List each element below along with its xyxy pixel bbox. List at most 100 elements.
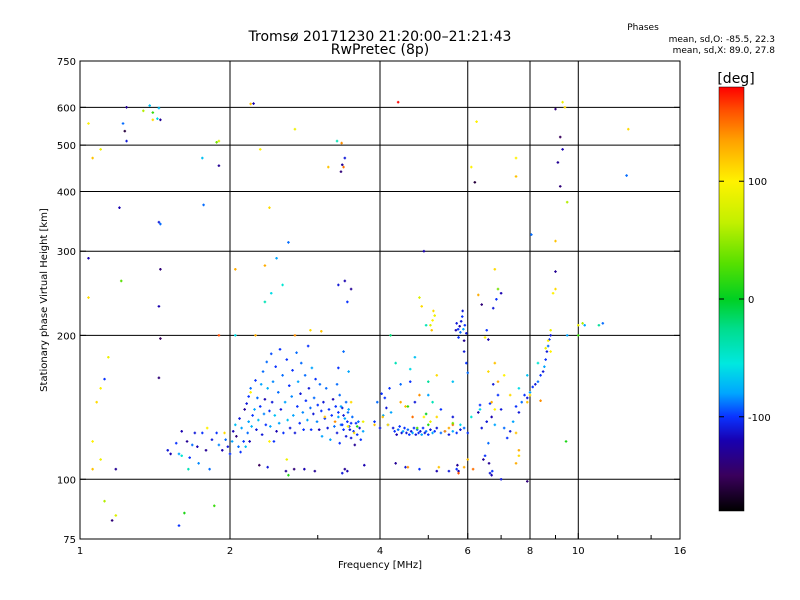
data-point	[204, 448, 208, 452]
data-point	[543, 365, 546, 368]
data-point	[395, 433, 398, 436]
data-point	[528, 393, 532, 397]
data-point	[202, 203, 205, 207]
data-point	[564, 440, 568, 443]
data-point	[399, 383, 402, 386]
data-point	[563, 106, 567, 109]
data-point	[361, 430, 365, 433]
data-point	[212, 504, 216, 508]
data-point	[418, 393, 421, 397]
data-point	[433, 430, 436, 433]
data-point	[253, 408, 256, 411]
data-point	[456, 463, 459, 467]
data-point	[87, 256, 90, 260]
data-point	[309, 328, 312, 332]
data-point	[284, 469, 288, 473]
data-point	[411, 431, 414, 435]
x-tick-label: 2	[227, 546, 233, 557]
data-point	[274, 365, 277, 368]
data-point	[451, 380, 455, 384]
data-point	[388, 387, 391, 390]
data-point	[502, 426, 506, 430]
data-point	[399, 400, 402, 404]
data-point	[435, 469, 439, 473]
data-point	[551, 291, 555, 295]
data-point	[279, 408, 283, 411]
data-point	[459, 320, 463, 323]
data-point	[234, 267, 237, 271]
data-point	[290, 395, 294, 398]
data-point	[304, 399, 308, 403]
data-point	[157, 305, 161, 308]
data-point	[177, 524, 181, 527]
data-point	[306, 418, 309, 422]
data-point	[174, 441, 178, 445]
data-point	[422, 249, 426, 253]
data-point	[393, 430, 396, 433]
data-point	[375, 400, 379, 404]
data-point	[296, 380, 300, 384]
data-point	[491, 383, 495, 386]
data-point	[404, 405, 407, 408]
data-point	[254, 379, 257, 382]
data-point	[99, 458, 102, 461]
data-point	[125, 139, 128, 143]
data-point	[317, 428, 321, 431]
data-point	[523, 393, 526, 397]
data-point	[312, 396, 316, 400]
data-point	[525, 396, 529, 400]
data-point	[268, 440, 271, 443]
data-point	[517, 411, 521, 414]
data-point	[477, 411, 480, 414]
data-point	[455, 467, 458, 471]
data-point	[447, 426, 451, 430]
data-point	[223, 431, 226, 435]
data-point	[493, 408, 497, 411]
x-tick-label: 10	[572, 546, 585, 557]
data-point	[314, 377, 317, 381]
data-point	[508, 393, 512, 397]
data-point	[421, 426, 425, 430]
data-point	[293, 431, 297, 435]
data-point	[95, 400, 98, 404]
data-point	[406, 428, 410, 431]
data-point	[342, 428, 345, 431]
data-point	[488, 402, 492, 405]
data-point	[299, 392, 302, 396]
data-point	[487, 338, 490, 341]
data-point	[269, 291, 273, 295]
data-point	[278, 348, 282, 351]
data-point	[260, 433, 264, 436]
data-point	[159, 222, 162, 226]
data-point	[351, 415, 354, 419]
data-point	[337, 283, 340, 287]
data-point	[159, 337, 162, 340]
data-point	[447, 469, 451, 473]
data-point	[340, 471, 344, 475]
data-point	[335, 383, 339, 386]
data-point	[208, 467, 211, 471]
data-point	[123, 129, 127, 133]
data-point	[536, 380, 540, 384]
data-point	[338, 441, 341, 445]
colorbar-tick-label: 0	[748, 295, 754, 306]
data-point	[454, 328, 458, 332]
data-point	[315, 420, 319, 423]
data-point	[210, 438, 214, 442]
data-point	[583, 323, 586, 327]
data-point	[215, 431, 218, 435]
data-point	[487, 462, 491, 465]
data-point	[282, 431, 285, 435]
data-point	[234, 423, 237, 427]
data-point	[261, 370, 265, 373]
data-point	[118, 206, 121, 209]
data-point	[157, 106, 161, 110]
data-point	[193, 431, 197, 435]
y-axis-label: Stationary phase Virtual Height [km]	[39, 208, 50, 392]
data-point	[346, 411, 350, 414]
data-point	[499, 477, 503, 481]
data-point	[239, 450, 242, 454]
data-point	[337, 366, 340, 370]
data-point	[303, 467, 306, 471]
data-point	[424, 412, 428, 416]
